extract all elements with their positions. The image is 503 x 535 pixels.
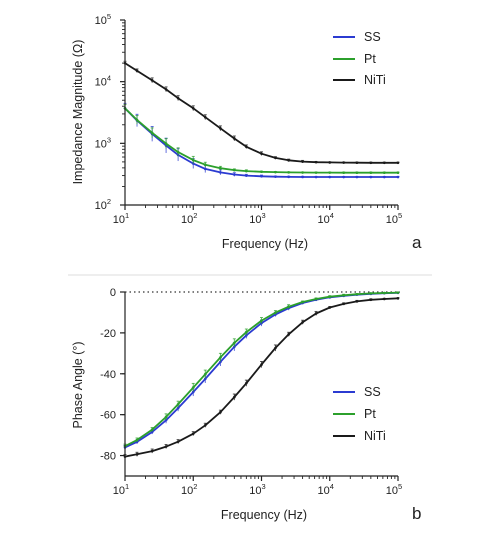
x-tick-label: 103 [249, 211, 265, 226]
panel-a-series [123, 60, 400, 179]
panel-a-legend: SS Pt NiTi [333, 30, 386, 87]
y-tick-label: 102 [95, 197, 111, 212]
series-line-niti [124, 62, 398, 164]
panel-a-letter: a [412, 233, 422, 252]
y-tick-label: -80 [100, 451, 116, 463]
legend-label-pt: Pt [364, 407, 376, 421]
x-tick-label: 101 [113, 211, 129, 226]
panel-b-legend: SS Pt NiTi [333, 385, 386, 443]
panel-a-y-axis-label: Impedance Magnitude (Ω) [71, 40, 85, 185]
x-tick-label: 101 [113, 482, 129, 497]
series-line-pt [124, 291, 399, 447]
panel-b-phase-chart: 101 102 103 104 105 0 -20 -40 -60 -80 Frequency (… [71, 287, 421, 523]
x-tick-label: 103 [249, 482, 265, 497]
y-tick-label: 103 [95, 135, 111, 150]
panel-b-y-axis-label: Phase Angle (°) [71, 342, 85, 429]
panel-b-x-axis-label: Frequency (Hz) [221, 508, 307, 522]
series-pt [123, 291, 400, 449]
y-tick-label: -60 [100, 410, 116, 422]
x-tick-label: 105 [386, 482, 402, 497]
series-line-ss [124, 107, 398, 178]
panel-b-letter: b [412, 504, 421, 523]
series-line-ss [124, 291, 399, 449]
y-tick-label: 105 [95, 12, 111, 27]
x-tick-label: 105 [386, 211, 402, 226]
series-ss [123, 102, 400, 179]
legend-label-niti: NiTi [364, 429, 386, 443]
series-niti [123, 60, 400, 165]
panel-a-x-axis-label: Frequency (Hz) [222, 237, 308, 251]
legend-label-pt: Pt [364, 52, 376, 66]
panel-b-ticks: 101 102 103 104 105 0 -20 -40 -60 -80 [100, 287, 402, 497]
x-tick-label: 102 [181, 211, 197, 226]
legend-label-ss: SS [364, 385, 381, 399]
series-ss [123, 291, 400, 450]
legend-label-niti: NiTi [364, 73, 386, 87]
legend-label-ss: SS [364, 30, 381, 44]
series-line-niti [124, 297, 399, 458]
y-tick-label: -20 [100, 328, 116, 340]
x-tick-label: 104 [318, 482, 334, 497]
y-tick-label: -40 [100, 369, 116, 381]
y-tick-label: 0 [110, 287, 116, 299]
panel-b-series [123, 291, 400, 459]
y-tick-label: 104 [95, 74, 111, 89]
x-tick-label: 102 [181, 482, 197, 497]
series-line-pt [124, 107, 398, 174]
x-tick-label: 104 [318, 211, 334, 226]
